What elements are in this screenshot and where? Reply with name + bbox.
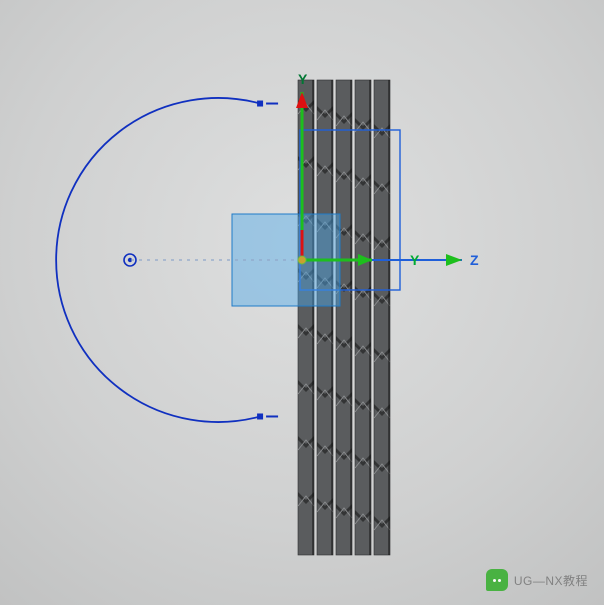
strip-edge <box>312 80 314 555</box>
strip-edge <box>350 80 352 555</box>
cad-viewport[interactable]: Y Z Y UG—NX教程 <box>0 0 604 605</box>
axis-label: Y <box>298 71 308 87</box>
watermark-text: UG—NX教程 <box>514 572 588 589</box>
strip-edge <box>331 80 333 555</box>
strip-edge <box>369 80 371 555</box>
bellows-strip <box>317 80 333 555</box>
bellows-strip <box>336 80 352 555</box>
strip-edge <box>388 80 390 555</box>
arc-endpoint[interactable] <box>257 101 263 107</box>
bellows-strip <box>355 80 371 555</box>
arc-endpoint[interactable] <box>257 413 263 419</box>
axis-z-arrow <box>446 254 462 266</box>
axis-label: Z <box>470 252 479 268</box>
wechat-icon <box>486 569 508 591</box>
wechat-watermark: UG—NX教程 <box>486 569 588 591</box>
scene-svg: Y Z Y <box>0 0 604 605</box>
bellows-strip <box>374 80 390 555</box>
wcs-origin[interactable] <box>298 256 306 264</box>
axis-label: Y <box>410 252 420 268</box>
